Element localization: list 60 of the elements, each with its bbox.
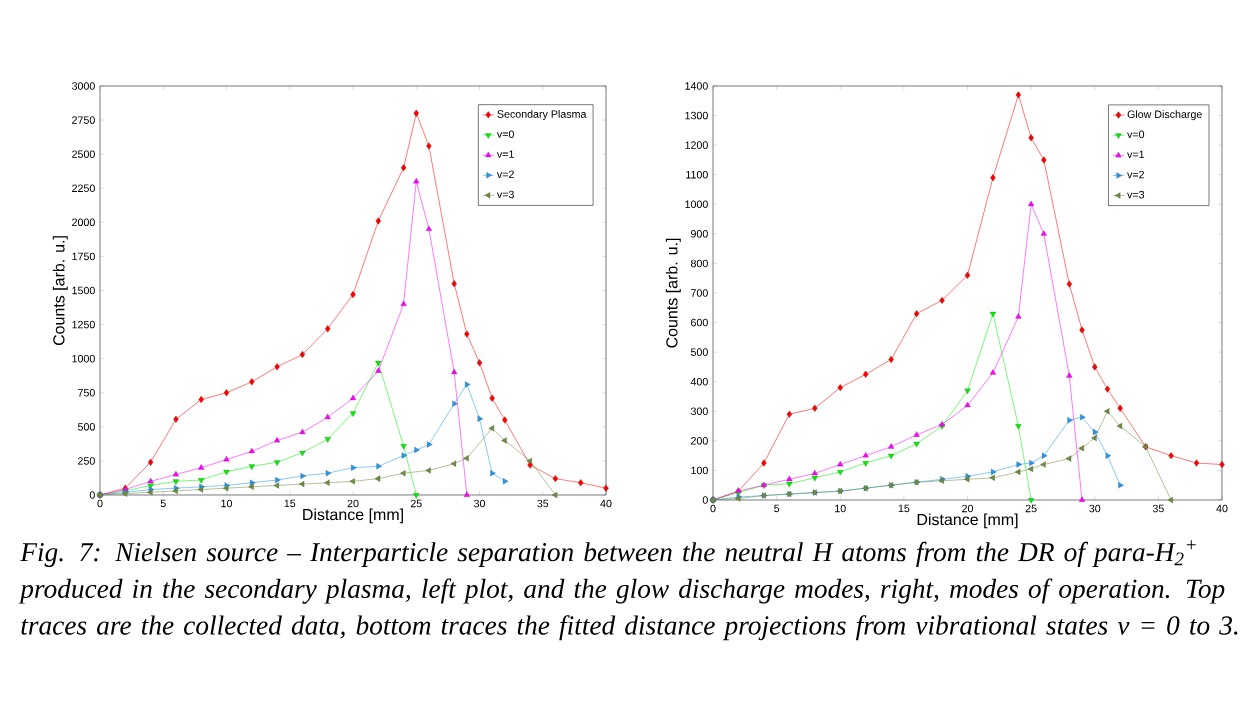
y-tick-label: 1400 [685,82,708,90]
x-tick-label: 20 [347,499,359,508]
x-tick-label: 0 [710,504,716,513]
legend-label: v=1 [496,150,514,158]
y-tick-label: 250 [78,457,95,465]
y-tick-label: 750 [78,388,95,397]
legend-label: Glow Discharge [1127,110,1202,121]
legend-label: v=2 [1127,170,1145,179]
x-tick-label: 25 [410,499,422,508]
legend-label: v=0 [1127,130,1145,139]
x-tick-label: 40 [600,499,612,508]
y-tick-label: 2500 [72,150,95,158]
x-tick-label: 20 [962,504,974,513]
y-axis-title: Counts [arb. u.] [52,236,68,346]
y-tick-label: 1300 [685,111,708,120]
legend-label: v=3 [1127,190,1145,199]
y-tick-label: 200 [691,437,708,445]
y-tick-label: 1200 [685,141,708,149]
x-tick-label: 10 [221,499,233,508]
y-tick-label: 0 [89,491,95,499]
y-tick-label: 1100 [686,170,708,179]
y-tick-label: 500 [690,348,708,356]
x-tick-label: 10 [835,504,846,513]
x-tick-label: 25 [1025,504,1037,513]
x-tick-label: 5 [774,504,780,513]
y-tick-label: 300 [690,407,708,416]
x-tick-label: 35 [537,499,549,508]
y-tick-label: 400 [690,377,708,386]
y-tick-label: 1000 [685,200,708,209]
x-tick-label: 40 [1216,504,1228,513]
y-tick-label: 900 [691,230,708,238]
x-axis-title: Distance [mm] [303,508,403,524]
legend-label: v=2 [496,170,514,178]
x-axis-title: Distance [mm] [917,513,1018,529]
x-tick-label: 0 [97,499,103,508]
x-tick-label: 35 [1152,504,1164,513]
text: Fig. 7: Nielsen source – Interparticle separation between the neutral H atoms from the DR of para-H$_{2}$+ produced in the secondary plasma, left plot, and the glow discharge modes, right, modes of operation. Top traces are the collected data, bottom traces the fitted distance projections from vibrational states v = 0 to 3. [18,540,1238,641]
legend-label: v=3 [496,190,514,199]
y-tick-label: 1750 [72,252,95,261]
y-tick-label: 1250 [72,320,95,329]
y-tick-label: 3000 [71,82,95,90]
y-tick-label: 2750 [72,116,95,124]
y-tick-label: 1000 [72,354,95,363]
x-tick-label: 30 [473,499,486,508]
y-tick-label: 2250 [72,184,95,193]
y-tick-label: 700 [691,289,708,297]
y-tick-label: 800 [690,259,708,268]
y-tick-label: 600 [691,318,708,327]
y-tick-label: 500 [77,423,95,431]
y-axis-title: Counts [arb. u.] [665,238,681,348]
x-tick-label: 5 [160,499,166,508]
legend-label: Secondary Plasma [497,109,587,120]
legend-label: v=1 [1127,150,1145,159]
y-tick-label: 2000 [72,218,95,227]
y-tick-label: 1500 [72,286,95,295]
x-tick-label: 30 [1089,504,1101,513]
legend-label: v=0 [496,130,514,138]
x-tick-label: 15 [284,499,296,508]
y-tick-label: 100 [691,466,708,475]
x-tick-label: 15 [898,504,910,513]
